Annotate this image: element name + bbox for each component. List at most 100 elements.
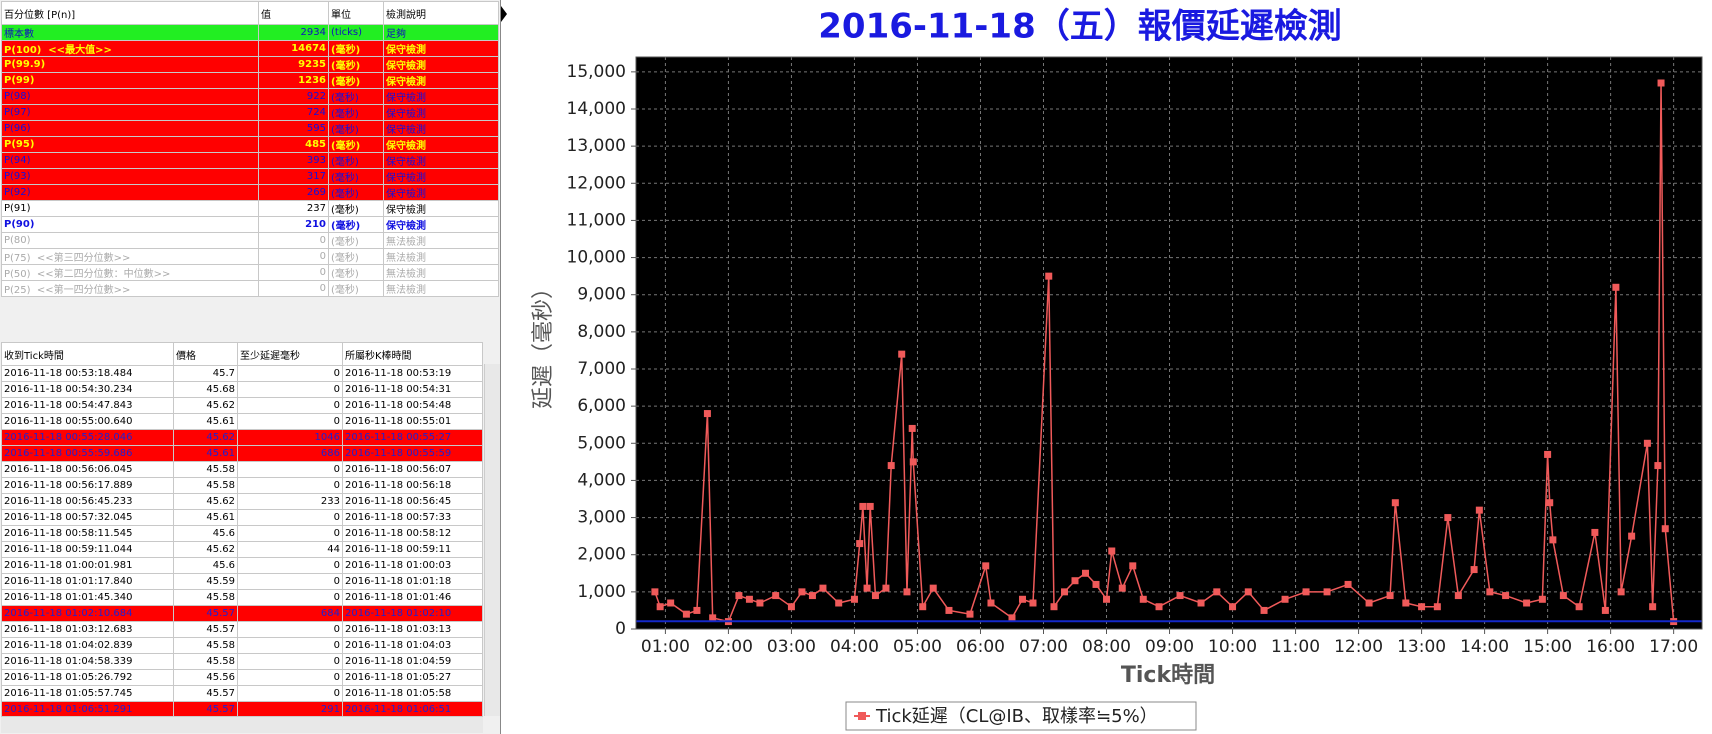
table-cell: 保守檢測 — [383, 168, 499, 185]
point — [1486, 588, 1494, 596]
table-row: 2016-11-18 01:05:57.745 45.57 0 2016-11-18 … — [1, 685, 483, 702]
table-cell: 0 — [258, 248, 329, 265]
table-cell: (ticks) — [328, 24, 384, 41]
table-cell: 686 — [237, 445, 343, 462]
table-row: P(25) <<第一四分位數>> 0 (毫秒) 無法檢測 — [1, 280, 499, 297]
table-row: 2016-11-18 01:03:12.683 45.57 0 2016-11-18 … — [1, 621, 483, 638]
legend-label: Tick延遲（CL@IB、取樣率≒5%） — [875, 706, 1158, 727]
table-cell: P(50) <<第二四分位數：中位數>> — [1, 264, 259, 281]
table-cell: 保守檢測 — [383, 72, 499, 89]
table-row: 2016-11-18 00:53:18.484 45.7 0 2016-11-18 0… — [1, 365, 483, 382]
table-cell: 保守檢測 — [383, 56, 499, 73]
horizontal-scrollbar[interactable] — [1, 716, 483, 733]
point — [1244, 588, 1252, 596]
x-tick-label: 16:00 — [1586, 637, 1635, 657]
table-cell: 2016-11-18 01:01:46 — [342, 589, 483, 606]
plot-border — [635, 56, 1703, 630]
point — [903, 588, 911, 596]
table-row: 2016-11-18 00:55:28.046 45.62 1046 2016-11-… — [1, 429, 483, 446]
point — [772, 592, 780, 600]
table-cell: 0 — [237, 589, 343, 606]
point — [1433, 603, 1441, 611]
table-cell: 45.58 — [173, 589, 238, 606]
point — [819, 584, 827, 592]
point — [1155, 603, 1163, 611]
table-cell: (毫秒) — [328, 216, 384, 233]
table-cell: 0 — [237, 509, 343, 526]
point — [1601, 606, 1609, 614]
table-cell: 2016-11-18 01:04:58.339 — [1, 653, 174, 670]
table-row: 2016-11-18 00:54:30.234 45.68 0 2016-11-18 … — [1, 381, 483, 398]
y-tick-label: 6,000 — [577, 396, 626, 416]
table-row: 2016-11-18 00:56:17.889 45.58 0 2016-11-18 … — [1, 477, 483, 494]
splitter[interactable] — [501, 0, 508, 734]
x-tick-label: 06:00 — [956, 637, 1005, 657]
table-cell: P(92) — [1, 184, 259, 201]
point — [898, 350, 906, 358]
vertical-scrollbar[interactable] — [484, 364, 500, 716]
point — [1523, 599, 1531, 607]
point — [1502, 592, 1510, 600]
table-cell: 0 — [237, 637, 343, 654]
table-cell: 2016-11-18 00:57:33 — [342, 509, 483, 526]
y-tick-label: 15,000 — [567, 62, 626, 82]
y-tick-label: 14,000 — [567, 99, 626, 119]
table-cell: P(97) — [1, 104, 259, 121]
table-cell: 2016-11-18 01:01:45.340 — [1, 589, 174, 606]
table-cell: 0 — [237, 669, 343, 686]
table-cell: 2016-11-18 00:59:11.044 — [1, 541, 174, 558]
table-cell: 2016-11-18 01:05:26.792 — [1, 669, 174, 686]
table-cell: P(91) — [1, 200, 259, 217]
point — [1661, 525, 1669, 533]
table-cell: 45.61 — [173, 413, 238, 430]
table-cell: 2016-11-18 00:53:19 — [342, 365, 483, 382]
table-row: P(90) 210 (毫秒) 保守檢測 — [1, 216, 499, 233]
point — [966, 610, 974, 618]
table-cell: (毫秒) — [328, 152, 384, 169]
point — [703, 410, 711, 418]
table-cell: 0 — [237, 653, 343, 670]
point — [919, 603, 927, 611]
table-cell: 無法檢測 — [383, 280, 499, 297]
table-cell: 237 — [258, 200, 329, 217]
plot-area — [636, 57, 1702, 629]
table-row: 2016-11-18 01:04:02.839 45.58 0 2016-11-18 … — [1, 637, 483, 654]
table-cell: 0 — [237, 477, 343, 494]
x-tick-label: 15:00 — [1523, 637, 1572, 657]
point — [1129, 562, 1137, 570]
column-header: 值 — [258, 1, 329, 25]
table-row: P(50) <<第二四分位數：中位數>> 0 (毫秒) 無法檢測 — [1, 264, 499, 281]
table-cell: 保守檢測 — [383, 120, 499, 137]
table-row: 2016-11-18 01:05:26.792 45.56 0 2016-11-18 … — [1, 669, 483, 686]
table-cell: 317 — [258, 168, 329, 185]
point — [1444, 514, 1452, 522]
point — [1454, 592, 1462, 600]
point — [1082, 569, 1090, 577]
table-cell: 保守檢測 — [383, 184, 499, 201]
y-tick-label: 3,000 — [577, 508, 626, 528]
table-cell: 1046 — [237, 429, 343, 446]
x-tick-label: 02:00 — [704, 637, 753, 657]
table-cell: 0 — [258, 232, 329, 249]
x-tick-label: 10:00 — [1208, 637, 1257, 657]
point — [908, 424, 916, 432]
table-cell: 保守檢測 — [383, 136, 499, 153]
table-cell: 0 — [237, 413, 343, 430]
table-row: P(95) 485 (毫秒) 保守檢測 — [1, 136, 499, 153]
table-row: P(91) 237 (毫秒) 保守檢測 — [1, 200, 499, 217]
table-cell: 2016-11-18 00:56:18 — [342, 477, 483, 494]
table-cell: (毫秒) — [328, 136, 384, 153]
table-cell: 2016-11-18 00:59:11 — [342, 541, 483, 558]
legend-box — [845, 701, 1197, 731]
table-cell: 2016-11-18 00:58:12 — [342, 525, 483, 542]
table-cell: 無法檢測 — [383, 264, 499, 281]
table-cell: 0 — [237, 381, 343, 398]
table-cell: 2016-11-18 00:55:00.640 — [1, 413, 174, 430]
x-tick-label: 17:00 — [1649, 637, 1698, 657]
point — [909, 458, 917, 466]
point — [1391, 499, 1399, 507]
table-cell: 2016-11-18 00:56:07 — [342, 461, 483, 478]
table-cell: 標本數 — [1, 24, 259, 41]
table-row: 2016-11-18 00:54:47.843 45.62 0 2016-11-18 … — [1, 397, 483, 414]
table-cell: 保守檢測 — [383, 104, 499, 121]
